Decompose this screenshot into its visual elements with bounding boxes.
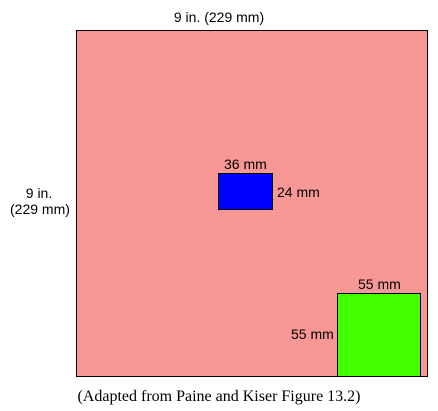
green-rectangle-height-label: 55 mm	[291, 326, 334, 342]
blue-rectangle-width-label: 36 mm	[224, 156, 267, 172]
figure-caption: (Adapted from Paine and Kiser Figure 13.…	[77, 388, 361, 405]
sheet-height-label-mm: (229 mm)	[10, 201, 70, 217]
blue-rectangle	[218, 173, 273, 210]
sheet-height-label-inches: 9 in.	[25, 185, 53, 201]
green-rectangle	[337, 293, 421, 377]
blue-rectangle-height-label: 24 mm	[277, 184, 320, 200]
sheet-width-label: 9 in. (229 mm)	[173, 9, 265, 25]
green-rectangle-width-label: 55 mm	[358, 276, 401, 292]
sheet-height-label: 9 in. (229 mm)	[10, 185, 70, 217]
